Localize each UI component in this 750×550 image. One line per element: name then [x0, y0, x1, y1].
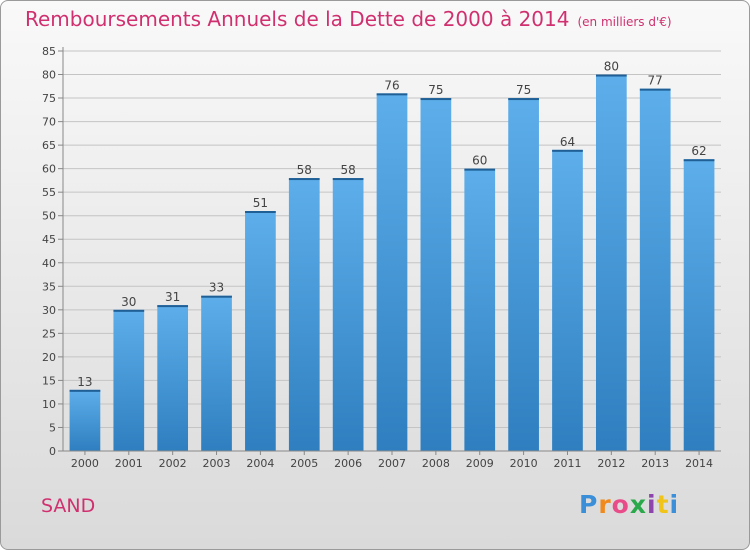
- bar-2010: [508, 98, 539, 451]
- logo-letter: t: [656, 490, 670, 519]
- bar-top-edge: [376, 93, 408, 96]
- bar-2011: [552, 149, 583, 451]
- x-tick-label-2013: 2013: [641, 457, 669, 470]
- y-tick-label: 60: [42, 163, 56, 176]
- bar-2014: [683, 159, 715, 451]
- bar-top-edge: [288, 178, 320, 181]
- y-tick-label: 5: [49, 421, 56, 434]
- bar-2004: [245, 211, 276, 451]
- bar-top-edge: [639, 88, 671, 91]
- y-tick-label: 15: [42, 374, 56, 387]
- x-tick-label-2006: 2006: [334, 457, 362, 470]
- y-tick-label: 30: [42, 304, 56, 317]
- data-label-2013: 77: [648, 74, 663, 88]
- data-label-2014: 62: [691, 144, 706, 158]
- x-tick-label-2003: 2003: [203, 457, 231, 470]
- bar-top-edge: [508, 98, 539, 101]
- data-label-2006: 58: [340, 163, 355, 177]
- x-tick-label-2009: 2009: [466, 457, 494, 470]
- bar-top-edge: [464, 168, 496, 171]
- bar-top-edge: [595, 74, 627, 77]
- logo-letter: P: [579, 490, 599, 519]
- bar-2007: [376, 93, 408, 452]
- logo-letter: o: [611, 490, 630, 519]
- x-tick-label-2001: 2001: [115, 457, 143, 470]
- bar-top-edge: [552, 149, 583, 152]
- data-label-2004: 51: [253, 196, 268, 210]
- logo-letter: x: [629, 490, 647, 519]
- town-name: SAND: [41, 495, 96, 517]
- bars: [69, 74, 715, 452]
- y-tick-label: 10: [42, 398, 56, 411]
- data-label-2009: 60: [472, 154, 487, 168]
- bar-top-edge: [201, 295, 232, 298]
- bar-2002: [157, 305, 189, 451]
- x-tick-label-2007: 2007: [378, 457, 406, 470]
- logo-letter: i: [647, 490, 657, 519]
- x-tick-label-2002: 2002: [159, 457, 187, 470]
- bar-2008: [420, 98, 452, 451]
- bar-top-edge: [683, 159, 715, 162]
- data-label-2001: 30: [121, 295, 136, 309]
- y-tick-label: 45: [42, 233, 56, 246]
- axes: 0 5 10 15 20 25 30 35 40 45 50 55 60 65 70 75 80 85 2000 20…: [42, 45, 721, 470]
- y-tick-label: 25: [42, 327, 56, 340]
- bar-2009: [464, 168, 496, 451]
- data-label-2008: 75: [428, 83, 443, 97]
- x-tick-label-2008: 2008: [422, 457, 450, 470]
- proxiti-logo: Proxiti: [579, 490, 679, 519]
- x-tick-label-2012: 2012: [597, 457, 625, 470]
- data-label-2007: 76: [384, 78, 399, 92]
- data-label-2010: 75: [516, 83, 531, 97]
- x-tick-label-2010: 2010: [510, 457, 538, 470]
- y-tick-label: 85: [42, 45, 56, 58]
- bar-top-edge: [332, 178, 364, 181]
- x-tick-label-2014: 2014: [685, 457, 713, 470]
- data-label-2011: 64: [560, 135, 575, 149]
- data-label-2012: 80: [604, 60, 619, 74]
- bar-2001: [113, 309, 145, 451]
- bar-2012: [595, 74, 627, 451]
- y-tick-label: 50: [42, 210, 56, 223]
- x-tick-label-2011: 2011: [553, 457, 581, 470]
- data-labels: 13 30 31 33 51 58 58 76 75 60 75 64 80 77 62: [77, 60, 706, 389]
- data-label-2000: 13: [77, 375, 92, 389]
- chart-unit: (en milliers d'€): [577, 15, 672, 29]
- bar-2005: [288, 178, 320, 451]
- logo-letter: r: [598, 490, 612, 519]
- bar-top-edge: [157, 305, 189, 308]
- bar-2003: [201, 295, 232, 451]
- x-tick-label-2004: 2004: [246, 457, 274, 470]
- x-tick-label-2005: 2005: [290, 457, 318, 470]
- y-tick-label: 65: [42, 139, 56, 152]
- data-label-2003: 33: [209, 281, 224, 295]
- bar-top-edge: [420, 98, 452, 101]
- x-tick-label-2000: 2000: [71, 457, 99, 470]
- data-label-2005: 58: [297, 163, 312, 177]
- bar-top-edge: [245, 211, 276, 213]
- y-tick-label: 75: [42, 92, 56, 105]
- bar-2013: [639, 88, 671, 451]
- chart-title-text: Remboursements Annuels de la Dette de 20…: [25, 7, 570, 31]
- y-tick-label: 70: [42, 116, 56, 129]
- y-tick-label: 55: [42, 186, 56, 199]
- y-tick-label: 20: [42, 351, 56, 364]
- bar-top-edge: [69, 389, 101, 392]
- logo-letter: i: [669, 490, 680, 519]
- y-tick-label: 35: [42, 280, 56, 293]
- bar-2006: [332, 178, 364, 451]
- bar-top-edge: [113, 309, 145, 312]
- chart-title: Remboursements Annuels de la Dette de 20…: [25, 7, 672, 31]
- y-tick-label: 80: [42, 69, 56, 82]
- y-tick-label: 0: [49, 445, 56, 458]
- y-tick-label: 40: [42, 257, 56, 270]
- data-label-2002: 31: [165, 290, 180, 304]
- bar-2000: [69, 389, 101, 451]
